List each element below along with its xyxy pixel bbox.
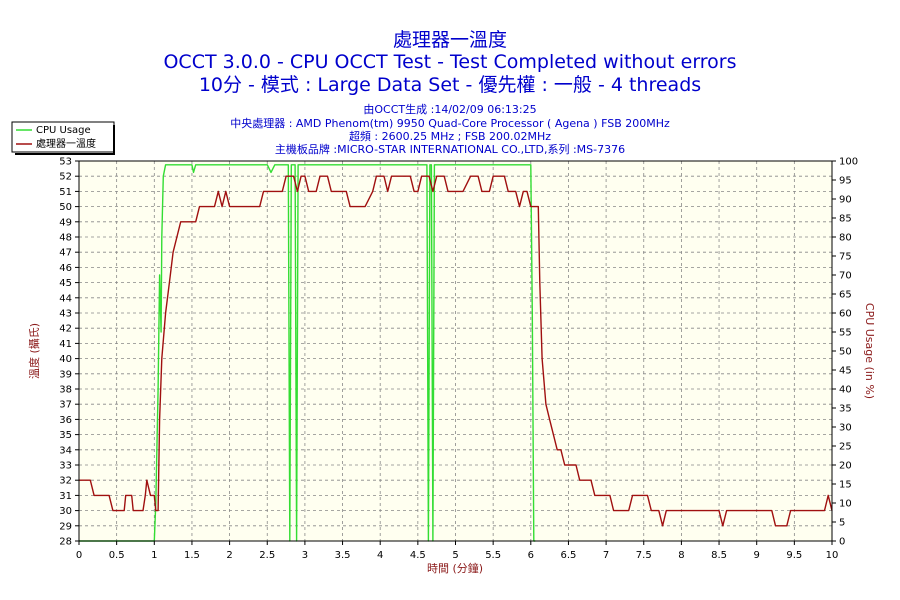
y-left-axis-ticks: 28 29 30 31 32 33 34 35 36 37 38 39 40 41 42 43 44 45 46 47… [59,157,79,548]
x-tick-label: 6 [528,550,534,561]
y-left-tick-label: 46 [59,263,72,274]
x-axis-label: 時間 (分鐘) [427,561,483,575]
y-right-tick-label: 25 [839,442,852,453]
y-left-tick-label: 35 [59,430,72,441]
y-left-tick-label: 43 [59,309,72,320]
legend-label-cpu-usage: CPU Usage [36,125,91,136]
y-left-tick-label: 49 [59,217,72,228]
x-tick-label: 9.5 [786,550,802,561]
y-left-tick-label: 31 [59,491,72,502]
x-tick-label: 6.5 [560,550,576,561]
y-left-tick-label: 36 [59,415,72,426]
x-tick-label: 5.5 [485,550,501,561]
y-left-axis-label: 溫度 (攝氏) [27,323,41,379]
plot-area [79,161,832,541]
y-left-tick-label: 29 [59,521,72,532]
y-right-axis-label: CPU Usage (in %) [863,303,876,399]
y-right-tick-label: 55 [839,328,852,339]
y-right-tick-label: 45 [839,366,852,377]
y-left-tick-label: 41 [59,339,72,350]
x-tick-label: 4 [377,550,383,561]
y-right-tick-label: 40 [839,385,852,396]
y-right-tick-label: 90 [839,195,852,206]
x-tick-label: 2.5 [259,550,275,561]
y-left-tick-label: 51 [59,187,72,198]
x-tick-label: 0.5 [109,550,125,561]
x-tick-label: 7 [603,550,609,561]
y-left-tick-label: 44 [59,293,72,304]
x-tick-label: 1.5 [184,550,200,561]
y-right-tick-label: 65 [839,290,852,301]
y-right-tick-label: 0 [839,537,845,548]
y-left-tick-label: 28 [59,537,72,548]
y-right-tick-label: 70 [839,271,852,282]
y-left-tick-label: 39 [59,369,72,380]
series-line-temperature [79,175,833,527]
y-right-tick-label: 50 [839,347,852,358]
y-right-tick-label: 100 [839,157,858,168]
legend-box [11,121,115,153]
legend: CPU Usage 處理器一溫度 [11,121,115,155]
x-tick-label: 5 [452,550,458,561]
y-left-tick-label: 52 [59,172,72,183]
y-right-tick-label: 30 [839,423,852,434]
y-right-tick-label: 5 [839,518,845,529]
x-tick-label: 7.5 [636,550,652,561]
y-left-tick-label: 40 [59,354,72,365]
chart-title: 處理器一溫度 [393,29,507,51]
x-tick-label: 10 [826,550,839,561]
y-left-tick-label: 53 [59,157,72,168]
y-right-axis-ticks: 0 5 10 15 20 25 30 35 40 45 50 55 60 65 70 75 80 85 90 95 10… [832,157,858,548]
y-right-tick-label: 75 [839,252,852,263]
chart-subtitle-2: 10分 - 模式 : Large Data Set - 優先權 : 一般 - 4… [199,74,701,96]
x-tick-label: 0 [76,550,82,561]
series-line-cpu-usage [79,164,536,542]
x-tick-label: 3.5 [335,550,351,561]
y-right-tick-label: 15 [839,480,852,491]
y-left-tick-label: 48 [59,233,72,244]
x-tick-label: 3 [302,550,308,561]
x-axis-ticks: 0 0.5 1 1.5 2 2.5 3 3.5 4 4.5 5 5.5 6 6.5 7 7.5 8 8.5 9 9.5… [76,541,839,561]
y-right-tick-label: 95 [839,176,852,187]
y-left-tick-label: 50 [59,202,72,213]
info-line-cpu: 中央處理器 : AMD Phenom(tm) 9950 Quad-Core Pr… [230,116,670,130]
info-line-clock: 超頻 : 2600.25 MHz ; FSB 200.02MHz [349,129,551,143]
x-tick-label: 8.5 [711,550,727,561]
x-tick-label: 8 [678,550,684,561]
y-left-tick-label: 42 [59,324,72,335]
x-tick-label: 2 [226,550,232,561]
x-tick-label: 9 [754,550,760,561]
y-right-tick-label: 85 [839,214,852,225]
y-right-tick-label: 20 [839,461,852,472]
y-left-tick-label: 32 [59,476,72,487]
series-layer [79,164,833,542]
y-left-tick-label: 30 [59,506,72,517]
y-left-tick-label: 37 [59,400,72,411]
info-line-generated: 由OCCT生成 :14/02/09 06:13:25 [363,102,536,116]
y-right-tick-label: 60 [839,309,852,320]
y-right-tick-label: 10 [839,499,852,510]
chart-subtitle-1: OCCT 3.0.0 - CPU OCCT Test - Test Comple… [163,51,736,73]
y-left-tick-label: 34 [59,445,72,456]
y-right-tick-label: 35 [839,404,852,415]
x-tick-label: 1 [151,550,157,561]
info-line-motherboard: 主機板品牌 :MICRO-STAR INTERNATIONAL CO.,LTD,… [275,142,625,156]
x-tick-label: 4.5 [410,550,426,561]
y-left-tick-label: 47 [59,248,72,259]
legend-label-temperature: 處理器一溫度 [36,137,96,150]
y-left-tick-label: 33 [59,461,72,472]
y-right-tick-label: 80 [839,233,852,244]
y-left-tick-label: 38 [59,385,72,396]
y-left-tick-label: 45 [59,278,72,289]
